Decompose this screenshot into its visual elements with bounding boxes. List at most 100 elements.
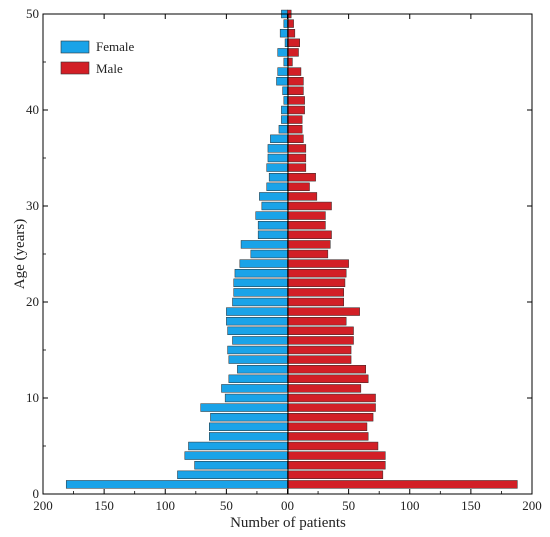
bar-female-age-13 xyxy=(237,365,288,374)
bar-female-age-37 xyxy=(270,134,288,143)
legend-label-male: Male xyxy=(96,61,123,76)
legend-swatch-female xyxy=(60,40,90,54)
x-tick-label: 00 xyxy=(281,498,294,513)
bar-male-age-8 xyxy=(287,413,374,422)
bar-female-age-32 xyxy=(266,182,288,191)
bar-male-age-38 xyxy=(287,125,303,134)
bar-male-age-6 xyxy=(287,432,369,441)
legend: Female Male xyxy=(60,39,134,76)
bar-female-age-38 xyxy=(278,125,288,134)
bar-male-age-3 xyxy=(287,461,386,470)
bar-female-age-42 xyxy=(282,86,288,95)
y-tick-label: 10 xyxy=(26,390,39,405)
bar-male-age-7 xyxy=(287,422,368,431)
bar-male-age-30 xyxy=(287,201,332,211)
bar-female-age-27 xyxy=(257,230,288,239)
bar-male-age-5 xyxy=(287,441,379,451)
bar-male-age-26 xyxy=(287,240,331,249)
bar-female-age-25 xyxy=(250,249,288,259)
bar-female-age-30 xyxy=(261,201,288,211)
bar-female-age-49 xyxy=(283,19,288,28)
y-tick-label: 20 xyxy=(26,294,39,309)
bar-male-age-42 xyxy=(287,86,304,95)
bar-female-age-24 xyxy=(239,259,288,268)
bar-male-age-23 xyxy=(287,269,347,278)
bar-male-age-15 xyxy=(287,345,352,355)
bar-male-age-35 xyxy=(287,153,307,163)
bar-female-age-11 xyxy=(221,384,288,393)
bar-female-age-3 xyxy=(194,461,288,470)
bar-male-age-22 xyxy=(287,278,346,287)
x-tick-label: 50 xyxy=(220,498,233,513)
bar-female-age-16 xyxy=(232,336,288,345)
bar-female-age-40 xyxy=(281,105,288,115)
bar-male-age-20 xyxy=(287,297,344,307)
bar-male-age-46 xyxy=(287,48,299,57)
bar-male-age-9 xyxy=(287,403,376,412)
bar-male-age-48 xyxy=(287,29,296,38)
bar-female-age-34 xyxy=(266,163,288,172)
x-axis: 200 150 100 50 00 50 100 150 200 xyxy=(33,14,542,513)
bar-male-age-29 xyxy=(287,211,326,220)
bar-male-age-32 xyxy=(287,182,310,191)
bar-female-age-48 xyxy=(279,29,288,38)
bar-female-age-6 xyxy=(209,432,288,441)
bar-female-age-9 xyxy=(200,403,288,412)
bar-male-age-21 xyxy=(287,288,344,297)
bar-female-age-14 xyxy=(228,355,288,364)
bar-male-age-11 xyxy=(287,384,362,393)
x-tick-label: 150 xyxy=(461,498,481,513)
bar-female-age-33 xyxy=(268,173,288,182)
x-tick-label: 50 xyxy=(342,498,355,513)
bar-male-age-34 xyxy=(287,163,307,172)
bar-male-age-31 xyxy=(287,192,318,201)
bar-female-age-18 xyxy=(226,317,288,326)
bar-male-age-17 xyxy=(287,326,354,335)
y-axis: 0 10 20 30 40 50 xyxy=(26,6,532,501)
bar-female-age-31 xyxy=(259,192,288,201)
bar-female-age-12 xyxy=(228,374,288,383)
bar-female-age-21 xyxy=(233,288,288,297)
legend-swatch-male xyxy=(60,61,90,75)
bar-female-age-47 xyxy=(284,38,288,47)
bar-male-age-47 xyxy=(287,38,300,47)
bar-female-age-29 xyxy=(255,211,288,220)
bar-male-age-41 xyxy=(287,96,305,105)
bar-male-age-25 xyxy=(287,249,329,259)
x-tick-label: 200 xyxy=(33,498,53,513)
bar-female-age-44 xyxy=(277,67,288,76)
bar-male-age-12 xyxy=(287,374,369,383)
bars-layer xyxy=(65,9,518,489)
y-tick-label: 30 xyxy=(26,198,39,213)
bar-female-age-23 xyxy=(234,269,288,278)
bar-female-age-35 xyxy=(267,153,288,163)
bar-female-age-15 xyxy=(227,345,288,355)
bar-female-age-46 xyxy=(277,48,288,57)
bar-female-age-45 xyxy=(283,57,288,67)
bar-female-age-22 xyxy=(233,278,288,287)
bar-female-age-8 xyxy=(210,413,288,422)
bar-female-age-28 xyxy=(257,221,288,230)
bar-female-age-17 xyxy=(227,326,288,335)
bar-female-age-43 xyxy=(276,77,288,86)
bar-female-age-41 xyxy=(283,96,288,105)
bar-male-age-4 xyxy=(287,451,386,460)
bar-male-age-44 xyxy=(287,67,302,76)
bar-male-age-37 xyxy=(287,134,304,143)
bar-male-age-10 xyxy=(287,393,376,403)
bar-male-age-28 xyxy=(287,221,326,230)
bar-female-age-5 xyxy=(188,441,288,451)
bar-male-age-33 xyxy=(287,173,316,182)
bar-female-age-1 xyxy=(65,480,288,489)
y-axis-label: Age (years) xyxy=(12,219,28,289)
x-tick-label: 100 xyxy=(156,498,176,513)
y-tick-label: 0 xyxy=(33,486,40,501)
bar-female-age-39 xyxy=(281,115,288,124)
bar-female-age-10 xyxy=(224,393,288,403)
bar-female-age-2 xyxy=(177,470,288,479)
bar-male-age-39 xyxy=(287,115,303,124)
bar-male-age-40 xyxy=(287,105,305,115)
bar-male-age-36 xyxy=(287,144,307,153)
bar-female-age-7 xyxy=(209,422,288,431)
